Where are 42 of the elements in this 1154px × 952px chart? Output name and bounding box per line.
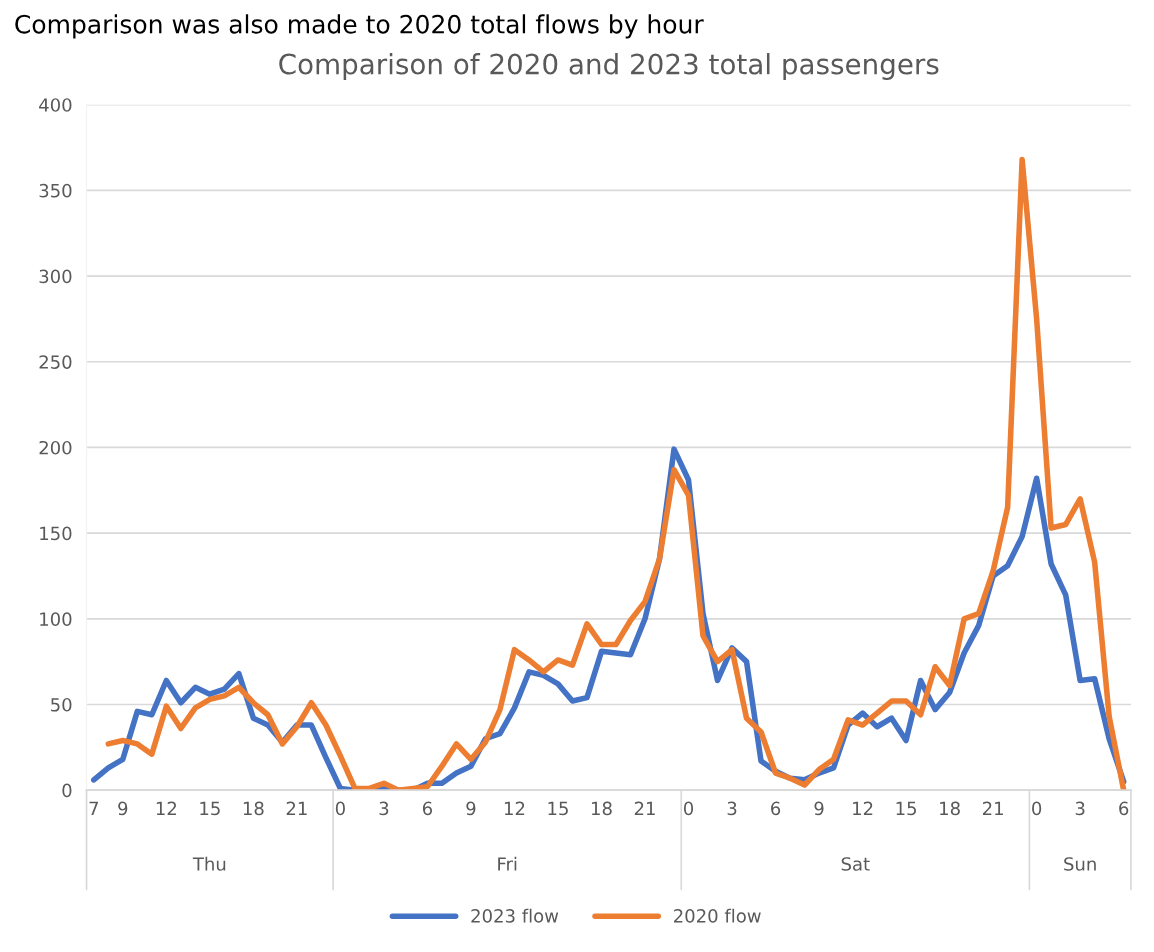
x-tick-label: 6: [1119, 801, 1129, 816]
text: Sun: [1064, 857, 1096, 871]
x-tick-label: 9: [814, 801, 824, 816]
y-tick-label: 0: [62, 783, 72, 798]
text: Fri: [498, 856, 517, 871]
x-tick-label: 3: [379, 801, 389, 816]
legend-label: 2020 flow: [674, 908, 761, 923]
x-tick-label: 15: [896, 801, 916, 816]
x-tick-label: 21: [286, 801, 307, 815]
y-tick-label: 250: [39, 355, 72, 369]
x-tick-label: 15: [548, 801, 568, 816]
x-tick-label: 6: [422, 801, 433, 816]
x-tick-label: 0: [335, 801, 345, 816]
x-tick-label: 18: [940, 801, 960, 816]
x-tick-label: 12: [853, 801, 873, 815]
x-tick-label: 12: [504, 801, 525, 815]
x-tick-label: 7: [89, 801, 98, 815]
y-tick-label: 200: [39, 440, 72, 455]
x-tick-label: 21: [634, 801, 655, 815]
x-tick-label: 0: [683, 801, 694, 816]
y-tick-label: 50: [51, 697, 72, 712]
text: Comparison was also made to 2020 total flows by hour: [15, 14, 704, 39]
legend-label: 2023 flow: [471, 908, 559, 923]
x-tick-label: 3: [727, 801, 737, 816]
x-tick-label: 0: [1032, 801, 1042, 816]
x-tick-label: 21: [982, 801, 1003, 815]
x-tick-label: 15: [200, 801, 220, 816]
text: Sat: [841, 857, 870, 871]
y-tick-label: 300: [39, 269, 72, 284]
y-tick-label: 100: [40, 612, 72, 626]
y-tick-label: 350: [39, 183, 72, 198]
x-tick-label: 18: [243, 801, 264, 816]
x-tick-label: 9: [118, 801, 128, 816]
chart-title: Comparison of 2020 and 2023 total passengers: [279, 53, 939, 80]
x-tick-label: 12: [156, 801, 177, 815]
y-tick-label: 150: [40, 526, 72, 541]
x-tick-label: 9: [466, 801, 476, 816]
x-tick-label: 18: [591, 801, 612, 816]
x-tick-label: 3: [1075, 801, 1085, 816]
x-tick-label: 6: [771, 801, 781, 816]
y-tick-label: 400: [39, 98, 72, 112]
text: Thu: [192, 856, 226, 871]
